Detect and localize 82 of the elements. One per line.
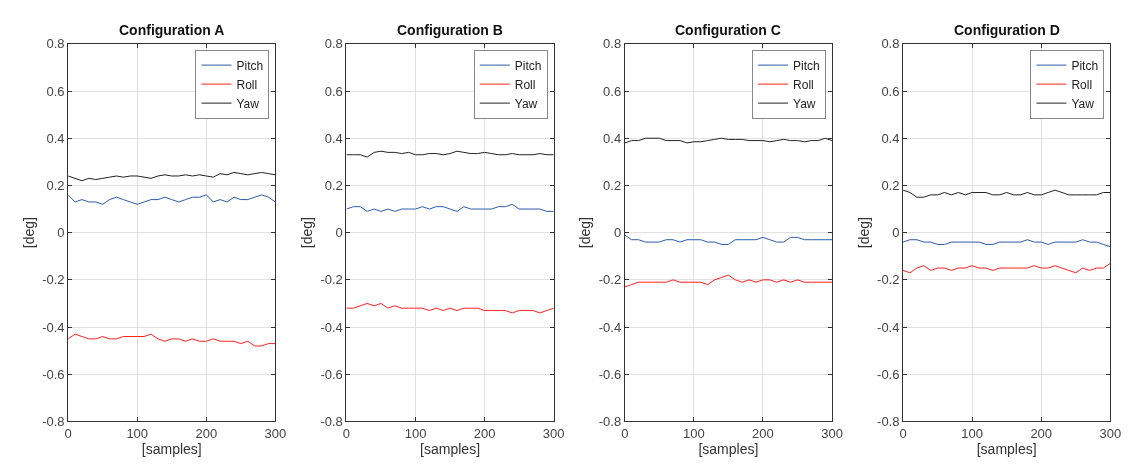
y-tick-label: 0 xyxy=(335,225,343,241)
chart-title: Configuration D xyxy=(954,22,1060,38)
y-axis-title: [deg] xyxy=(577,217,594,249)
y-tick-label: -0.8 xyxy=(598,414,622,430)
line-series xyxy=(68,171,276,182)
chart-title: Configuration A xyxy=(119,22,225,38)
legend-label: Yaw xyxy=(1071,96,1095,111)
y-tick-label: -0.4 xyxy=(877,319,900,335)
legend-label: Yaw xyxy=(236,96,260,111)
line-series xyxy=(68,194,276,205)
x-tick-label: 200 xyxy=(473,426,496,442)
line-series xyxy=(903,239,1111,248)
y-tick-label: 0.6 xyxy=(603,83,622,99)
y-tick-label: 0.8 xyxy=(46,36,65,52)
legend-label: Roll xyxy=(236,77,258,92)
y-tick-label: -0.6 xyxy=(42,366,65,382)
y-tick-label: 0.4 xyxy=(881,130,900,146)
y-tick-label: -0.8 xyxy=(42,414,65,430)
y-axis-title: [deg] xyxy=(299,217,316,249)
line-series xyxy=(903,189,1111,198)
x-tick-label: 100 xyxy=(126,426,149,442)
x-axis-title: [samples] xyxy=(976,441,1037,458)
line-series xyxy=(624,234,833,245)
y-tick-label: 0.2 xyxy=(603,177,622,193)
y-tick-label: 0.2 xyxy=(881,177,900,193)
y-tick-label: 0.6 xyxy=(46,83,65,99)
x-tick-label: 200 xyxy=(752,426,774,442)
x-axis-title: [samples] xyxy=(420,441,481,458)
y-tick-label: -0.6 xyxy=(320,366,343,382)
y-tick-label: -0.8 xyxy=(877,414,900,430)
y-tick-label: 0 xyxy=(892,225,900,241)
y-tick-label: 0.8 xyxy=(324,36,343,52)
line-series xyxy=(346,302,554,314)
line-series xyxy=(903,262,1111,274)
legend-label: Yaw xyxy=(793,96,816,111)
x-tick-label: 100 xyxy=(404,426,427,442)
y-tick-label: -0.2 xyxy=(320,272,343,288)
legend-label: Yaw xyxy=(514,96,538,111)
y-tick-label: -0.4 xyxy=(598,319,622,335)
x-axis-title: [samples] xyxy=(698,441,759,458)
line-series xyxy=(624,274,833,288)
y-tick-label: -0.2 xyxy=(877,272,900,288)
y-tick-label: 0.8 xyxy=(603,36,622,52)
x-tick-label: 200 xyxy=(1030,426,1053,442)
y-tick-label: -0.6 xyxy=(877,366,900,382)
legend-label: Pitch xyxy=(1071,58,1099,73)
y-tick-label: -0.4 xyxy=(42,319,65,335)
chart-title: Configuration B xyxy=(397,22,503,38)
x-axis-title: [samples] xyxy=(141,441,202,458)
y-tick-label: 0.2 xyxy=(324,177,343,193)
x-tick-label: 300 xyxy=(1099,426,1122,442)
y-tick-label: 0.8 xyxy=(881,36,900,52)
y-tick-label: -0.2 xyxy=(598,272,622,288)
x-tick-label: 300 xyxy=(542,426,565,442)
y-tick-label: 0 xyxy=(613,225,622,241)
chart-title: Configuration C xyxy=(675,22,781,38)
y-tick-label: -0.8 xyxy=(320,414,343,430)
x-tick-label: 100 xyxy=(682,426,705,442)
legend-label: Roll xyxy=(514,77,536,92)
y-tick-label: 0.4 xyxy=(324,130,343,146)
line-series xyxy=(346,203,554,212)
y-tick-label: -0.4 xyxy=(320,319,343,335)
line-series xyxy=(68,333,276,347)
x-tick-label: 200 xyxy=(195,426,218,442)
x-tick-label: 300 xyxy=(821,426,843,442)
y-tick-label: -0.2 xyxy=(42,272,65,288)
y-axis-title: [deg] xyxy=(20,217,37,249)
legend-label: Pitch xyxy=(236,58,264,73)
legend-label: Roll xyxy=(1071,77,1093,92)
y-tick-label: 0 xyxy=(57,225,65,241)
y-axis-title: [deg] xyxy=(855,217,872,249)
y-tick-label: 0.4 xyxy=(603,130,622,146)
y-tick-label: -0.6 xyxy=(598,366,622,382)
x-tick-label: 100 xyxy=(961,426,983,442)
y-tick-label: 0.6 xyxy=(324,83,343,99)
legend-label: Pitch xyxy=(514,58,542,73)
legend-label: Pitch xyxy=(793,58,820,73)
legend-label: Roll xyxy=(793,77,814,92)
x-tick-label: 300 xyxy=(264,426,287,442)
y-tick-label: 0.6 xyxy=(881,83,900,99)
y-tick-label: 0.4 xyxy=(46,130,65,146)
y-tick-label: 0.2 xyxy=(46,177,65,193)
